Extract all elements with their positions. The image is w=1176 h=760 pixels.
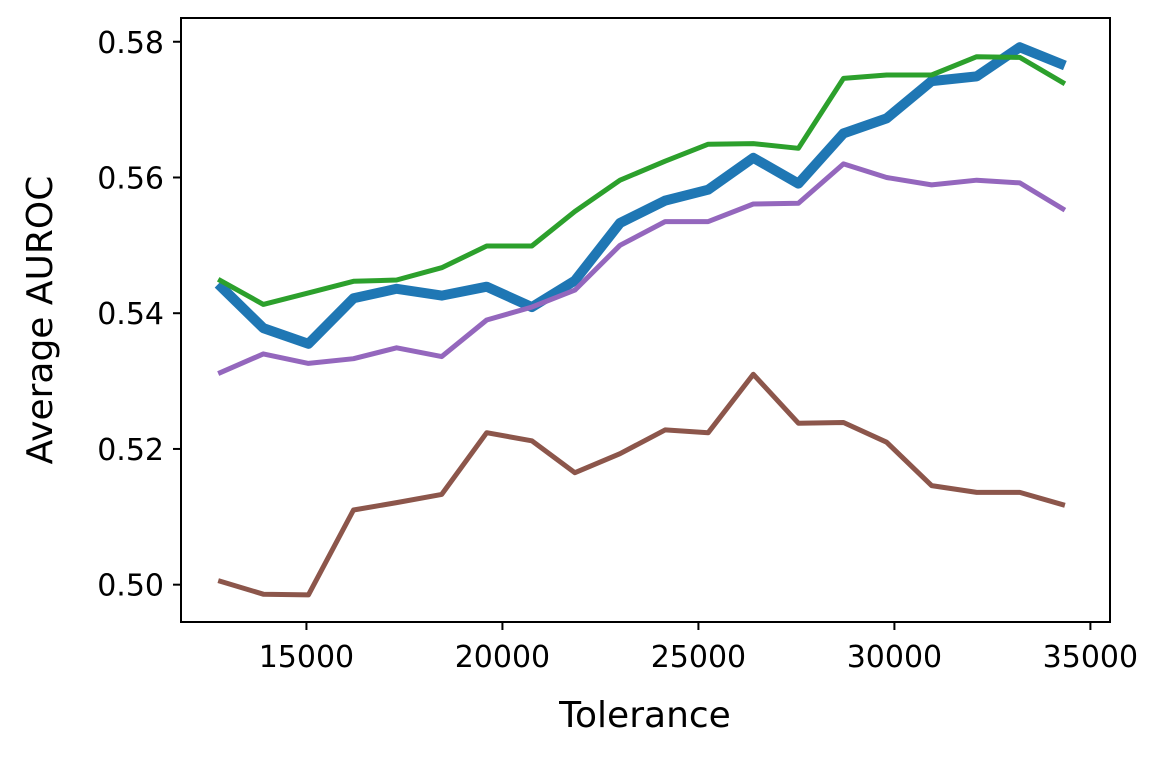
x-axis: 15000 20000 25000 30000 35000 bbox=[259, 622, 1138, 675]
series-line-2 bbox=[216, 54, 1067, 307]
x-tick-label: 20000 bbox=[455, 640, 550, 675]
y-tick-label: 0.52 bbox=[97, 433, 164, 468]
plot-frame bbox=[180, 17, 1111, 623]
y-tick-label: 0.58 bbox=[97, 26, 164, 61]
series-line-3 bbox=[217, 161, 1067, 376]
series-layer bbox=[214, 42, 1067, 598]
y-axis-label: Average AUROC bbox=[20, 176, 61, 465]
x-tick-label: 35000 bbox=[1043, 640, 1138, 675]
y-tick-label: 0.50 bbox=[97, 569, 164, 604]
x-tick-label: 25000 bbox=[651, 640, 746, 675]
x-tick-label: 15000 bbox=[259, 640, 354, 675]
series-line-4 bbox=[217, 371, 1066, 598]
y-axis: 0.50 0.52 0.54 0.56 0.58 bbox=[97, 26, 181, 604]
x-axis-label: Tolerance bbox=[558, 695, 731, 736]
y-tick-label: 0.54 bbox=[97, 297, 164, 332]
x-tick-label: 30000 bbox=[847, 640, 942, 675]
y-tick-label: 0.56 bbox=[97, 161, 164, 196]
series-line-1 bbox=[214, 42, 1067, 349]
